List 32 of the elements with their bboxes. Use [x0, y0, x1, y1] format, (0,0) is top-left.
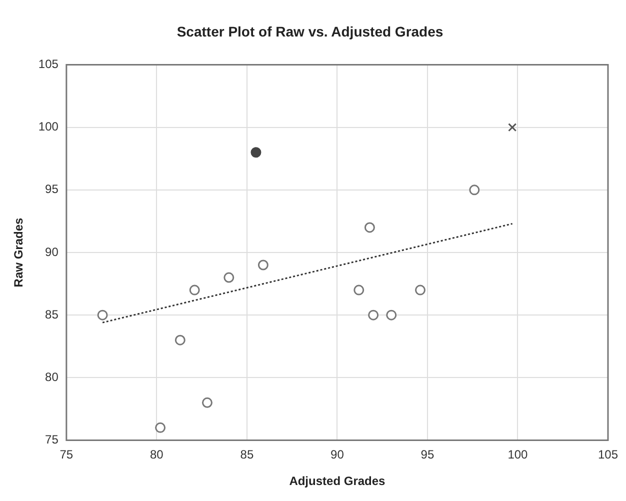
point	[202, 397, 212, 408]
x-tick-label: 95	[420, 448, 434, 462]
y-tick-label: 90	[45, 244, 59, 259]
point	[364, 222, 375, 233]
point	[469, 184, 480, 196]
point	[155, 422, 166, 433]
chart-title: Scatter Plot of Raw vs. Adjusted Grades	[176, 23, 444, 40]
x-tick-label: 105	[598, 448, 618, 462]
point	[354, 284, 364, 296]
point	[224, 272, 234, 283]
point	[189, 284, 200, 296]
y-tick-label: 105	[38, 57, 59, 72]
point	[386, 310, 397, 320]
point	[97, 310, 108, 320]
point	[414, 284, 426, 296]
y-axis-title: Raw Grades	[12, 218, 26, 288]
y-tick-label: 95	[45, 182, 59, 196]
y-tick-label: 75	[45, 432, 59, 447]
x-tick-label: 90	[330, 448, 344, 462]
x-tick-label: 100	[508, 448, 528, 462]
x-tick-label: 75	[60, 448, 74, 462]
point	[258, 260, 268, 270]
x-axis-title: Adjusted Grades	[289, 474, 386, 488]
y-tick-label: 85	[45, 307, 59, 322]
point	[250, 147, 262, 158]
x-tick-label: 85	[240, 448, 254, 462]
y-tick-label: 100	[38, 120, 59, 134]
y-tick-label: 80	[45, 370, 59, 384]
x-tick-label: 80	[150, 448, 164, 462]
point	[368, 310, 379, 320]
point	[174, 334, 186, 346]
point	[508, 123, 517, 132]
